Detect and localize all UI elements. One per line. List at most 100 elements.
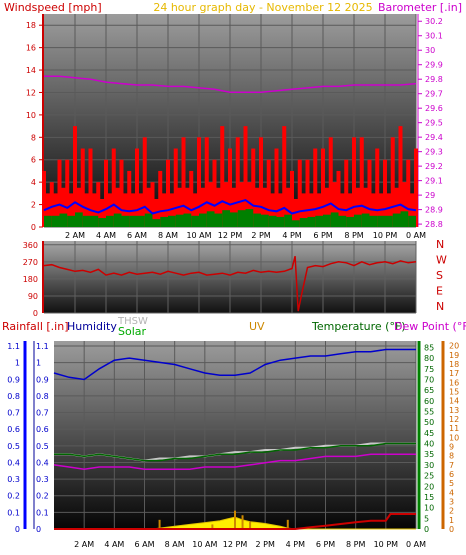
rain-y-axis: 0 0.1 0.2 0.3 0.4 0.5 0.6 0.7 0.8 0.9 1 1.1: [7, 341, 27, 534]
temperature-tick-label: 7: [449, 461, 454, 470]
environment-x-tick-label: 6 AM: [134, 540, 154, 549]
barometer-tick-label: 30.1: [425, 32, 443, 41]
wind-low-bar: [361, 213, 370, 227]
gust-bar: [359, 137, 364, 227]
wind-x-axis: 2 AM 4 AM 6 AM 8 AM 10 AM 12 PM 2 PM 4 PM 6 PM 8 …: [65, 231, 426, 240]
wind-low-bar: [51, 215, 60, 227]
rain-tick-label: 1.1: [7, 342, 20, 351]
rain-tick-label: 0.9: [7, 375, 20, 384]
gust-bar: [88, 148, 93, 227]
wind-y-axis: 0 2 4 6 8 10 12 14 16 18: [26, 14, 44, 232]
wind-low-bar: [67, 215, 75, 227]
humidity-tick-label: 80: [424, 354, 434, 363]
temperature-tick-label: 17: [449, 369, 459, 378]
temperature-tick-label: 13: [449, 406, 459, 415]
dewpoint-line: [53, 453, 416, 470]
windspeed-tick-label: 10: [26, 111, 36, 120]
gust-bar: [73, 126, 77, 227]
legend-rainfall: Rainfall [.in]: [2, 320, 69, 333]
barometer-tick-label: 29.6: [425, 104, 443, 113]
rainfall-line: [54, 513, 416, 530]
rain-tick-label: 1: [15, 359, 20, 368]
humidity-tick-label: 85: [424, 343, 434, 352]
temperature-tick-label: 12: [449, 415, 459, 424]
wind-low-bar: [90, 215, 99, 227]
windspeed-bar: [315, 193, 323, 227]
legend-thsw: THSW: [117, 316, 148, 327]
gust-bar: [282, 126, 287, 227]
temperature-tick-label: 9: [449, 442, 454, 451]
legend-solar: Solar: [118, 325, 147, 338]
windspeed-tick-label: 18: [26, 21, 36, 30]
humidity-inner-tick-label: 0.2: [36, 492, 49, 501]
humidity-tick-label: 40: [424, 440, 434, 449]
environment-series: [53, 348, 416, 530]
humidity-tick-label: 0: [424, 525, 429, 534]
wind-low-bar: [253, 213, 261, 227]
rain-tick-label: 0.1: [7, 508, 20, 517]
wind-low-bar: [191, 215, 199, 227]
wind-x-tick-label: 8 PM: [344, 231, 363, 240]
wind-low-bar: [129, 215, 137, 227]
wind-low-bar: [292, 220, 300, 227]
rain-tick-label: 0.6: [7, 425, 20, 434]
wind-low-bar: [392, 213, 401, 227]
direction-grid: [44, 241, 417, 314]
gust-bar: [414, 148, 418, 227]
barometer-line: [44, 75, 417, 93]
rain-tick-label: 0: [15, 525, 20, 534]
temperature-tick-label: 11: [449, 424, 459, 433]
windspeed-bar: [222, 182, 230, 227]
windspeed-tick-label: 14: [26, 66, 36, 75]
windspeed-bar: [400, 182, 409, 227]
temperature-tick-label: 8: [449, 452, 454, 461]
windspeed-bar: [144, 187, 153, 227]
gust-bar: [313, 148, 318, 227]
gust-bar: [181, 137, 186, 227]
windspeed-bar: [51, 193, 60, 227]
wind-low-bar: [315, 215, 323, 227]
temperature-tick-label: 0: [449, 525, 454, 534]
wind-series: [42, 75, 418, 227]
barometer-tick-label: 30: [425, 46, 435, 55]
legend-dewpoint: Dew Point (°F): [394, 320, 466, 333]
temperature-tick-label: 19: [449, 351, 459, 360]
compass-label: N: [436, 238, 444, 251]
windspeed-bar: [191, 193, 199, 227]
temperature-tick-label: 5: [449, 479, 454, 488]
temperature-tick-label: 15: [449, 387, 459, 396]
windspeed-tick-label: 12: [26, 88, 36, 97]
barometer-axis-title: Barometer [.in]: [378, 1, 462, 14]
barometer-tick-label: 29: [425, 191, 435, 200]
windspeed-bar: [67, 193, 75, 227]
environment-x-tick-label: 10 AM: [192, 540, 217, 549]
wind-low-bar: [230, 212, 238, 227]
wind-x-tick-label: 4 PM: [282, 231, 301, 240]
windspeed-bar: [237, 182, 246, 227]
humidity-inner-tick-label: 0.8: [36, 392, 49, 401]
wind-low-bar: [369, 215, 378, 227]
direction-tick-label: 90: [28, 292, 38, 301]
environment-x-tick-label: 4 PM: [286, 540, 305, 549]
direction-y-axis: 0 90 180 270 360: [23, 241, 44, 318]
wind-x-tick-label: 2 PM: [251, 231, 270, 240]
legend-temperature: Temperature (°F): [311, 320, 406, 333]
wind-low-bar: [330, 212, 339, 227]
gust-bar: [197, 137, 201, 227]
windspeed-tick-label: 4: [31, 178, 36, 187]
humidity-tick-label: 60: [424, 397, 434, 406]
wind-low-bar: [152, 219, 161, 227]
wind-low-bar: [222, 210, 230, 227]
windspeed-tick-label: 2: [31, 201, 36, 210]
humidity-tick-label: 35: [424, 450, 434, 459]
compass-label: E: [436, 285, 443, 298]
wind-low-bar: [299, 218, 308, 227]
wind-x-tick-label: 6 AM: [127, 231, 147, 240]
wind-low-bar: [261, 214, 269, 227]
wind-low-bar: [214, 213, 223, 227]
wind-x-tick-label: 10 PM: [373, 231, 398, 240]
chart-title: 24 hour graph day - November 12 2025: [153, 1, 372, 14]
wind-low-bar: [144, 213, 153, 227]
windspeed-bar: [59, 187, 68, 227]
humidity-y-axis: 0 0.1 0.2 0.3 0.4 0.5 0.6 0.7 0.8 0.9 1 1.1 0 510 15 20…: [33, 341, 434, 534]
